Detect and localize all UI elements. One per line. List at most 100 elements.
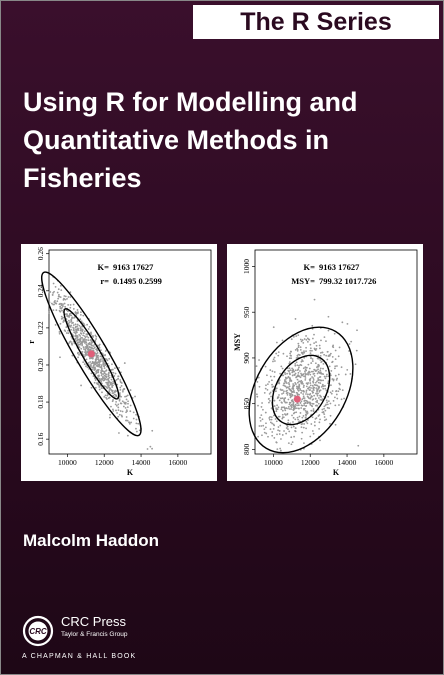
data-point (275, 410, 278, 413)
x-axis-label: K (333, 468, 340, 477)
data-point (138, 429, 141, 432)
y-tick-label: 0.20 (36, 358, 45, 371)
data-point (325, 403, 328, 406)
data-point (300, 372, 302, 375)
data-point (322, 387, 325, 390)
data-point (68, 321, 71, 324)
data-point (68, 316, 71, 318)
data-point (95, 352, 98, 355)
data-point (86, 345, 89, 347)
data-point (294, 427, 297, 429)
data-point (60, 289, 63, 291)
data-point (288, 385, 291, 388)
data-point (79, 313, 82, 316)
data-point (70, 342, 73, 345)
data-point (310, 404, 313, 407)
title-line-1: Using R for Modelling and (23, 87, 358, 117)
data-point (277, 415, 280, 418)
data-point (62, 319, 65, 322)
data-point (89, 357, 91, 360)
data-point (272, 423, 275, 426)
data-point (319, 379, 321, 381)
data-point (302, 395, 305, 398)
data-point (259, 419, 262, 422)
data-point (95, 335, 98, 338)
data-point (274, 418, 277, 420)
data-point (302, 426, 305, 429)
data-point (78, 334, 81, 336)
data-point (319, 367, 322, 370)
data-point (282, 406, 284, 409)
data-point (303, 351, 306, 354)
data-point (314, 381, 317, 384)
data-point (88, 345, 91, 348)
data-point (310, 409, 313, 412)
data-point (305, 385, 308, 388)
data-point (304, 372, 307, 374)
crc-press-logo: CRC (22, 615, 54, 647)
data-point (65, 332, 68, 334)
data-point (84, 350, 87, 352)
data-point (112, 371, 115, 374)
data-point (316, 393, 318, 395)
data-point (313, 421, 316, 423)
data-point (52, 292, 54, 294)
data-point (99, 355, 102, 358)
data-point (323, 419, 326, 422)
data-point (304, 402, 307, 405)
data-point (118, 399, 121, 402)
data-point (291, 414, 293, 417)
data-point (86, 351, 88, 353)
data-point (82, 361, 85, 364)
data-point (58, 332, 61, 335)
data-point (294, 405, 297, 408)
data-point (313, 375, 316, 377)
data-point (296, 369, 299, 372)
data-point (92, 345, 95, 347)
data-point (269, 391, 272, 394)
data-point (279, 388, 282, 391)
data-point (299, 380, 302, 383)
data-point (55, 302, 58, 305)
data-point (69, 312, 72, 315)
data-point (110, 388, 112, 391)
data-point (313, 342, 316, 345)
data-point (75, 314, 78, 316)
data-point (272, 427, 275, 430)
data-point (69, 306, 72, 309)
data-point (151, 429, 154, 432)
data-point (70, 314, 73, 317)
data-point (111, 384, 113, 386)
data-point (61, 309, 63, 312)
data-point (277, 354, 280, 357)
data-point (319, 354, 322, 357)
data-point (256, 381, 259, 383)
data-point (117, 409, 120, 412)
data-point (76, 328, 79, 330)
data-point (78, 324, 81, 327)
data-point (306, 402, 309, 405)
data-point (87, 362, 90, 364)
data-point (290, 426, 293, 429)
data-point (290, 338, 293, 341)
data-point (326, 401, 329, 404)
data-point (115, 404, 118, 407)
data-point (321, 383, 324, 386)
data-point (108, 388, 111, 391)
data-point (334, 404, 337, 407)
data-point (291, 441, 294, 444)
data-point (328, 355, 331, 357)
data-point (308, 367, 311, 370)
data-point (329, 402, 332, 405)
y-tick-label: 850 (242, 398, 251, 410)
data-point (302, 367, 305, 370)
data-point (325, 389, 328, 392)
data-point (261, 402, 263, 404)
data-point (127, 400, 129, 403)
data-point (292, 401, 295, 404)
data-point (86, 346, 89, 349)
data-point (71, 322, 74, 324)
data-point (341, 389, 344, 392)
data-point (340, 398, 343, 401)
data-point (83, 330, 86, 333)
